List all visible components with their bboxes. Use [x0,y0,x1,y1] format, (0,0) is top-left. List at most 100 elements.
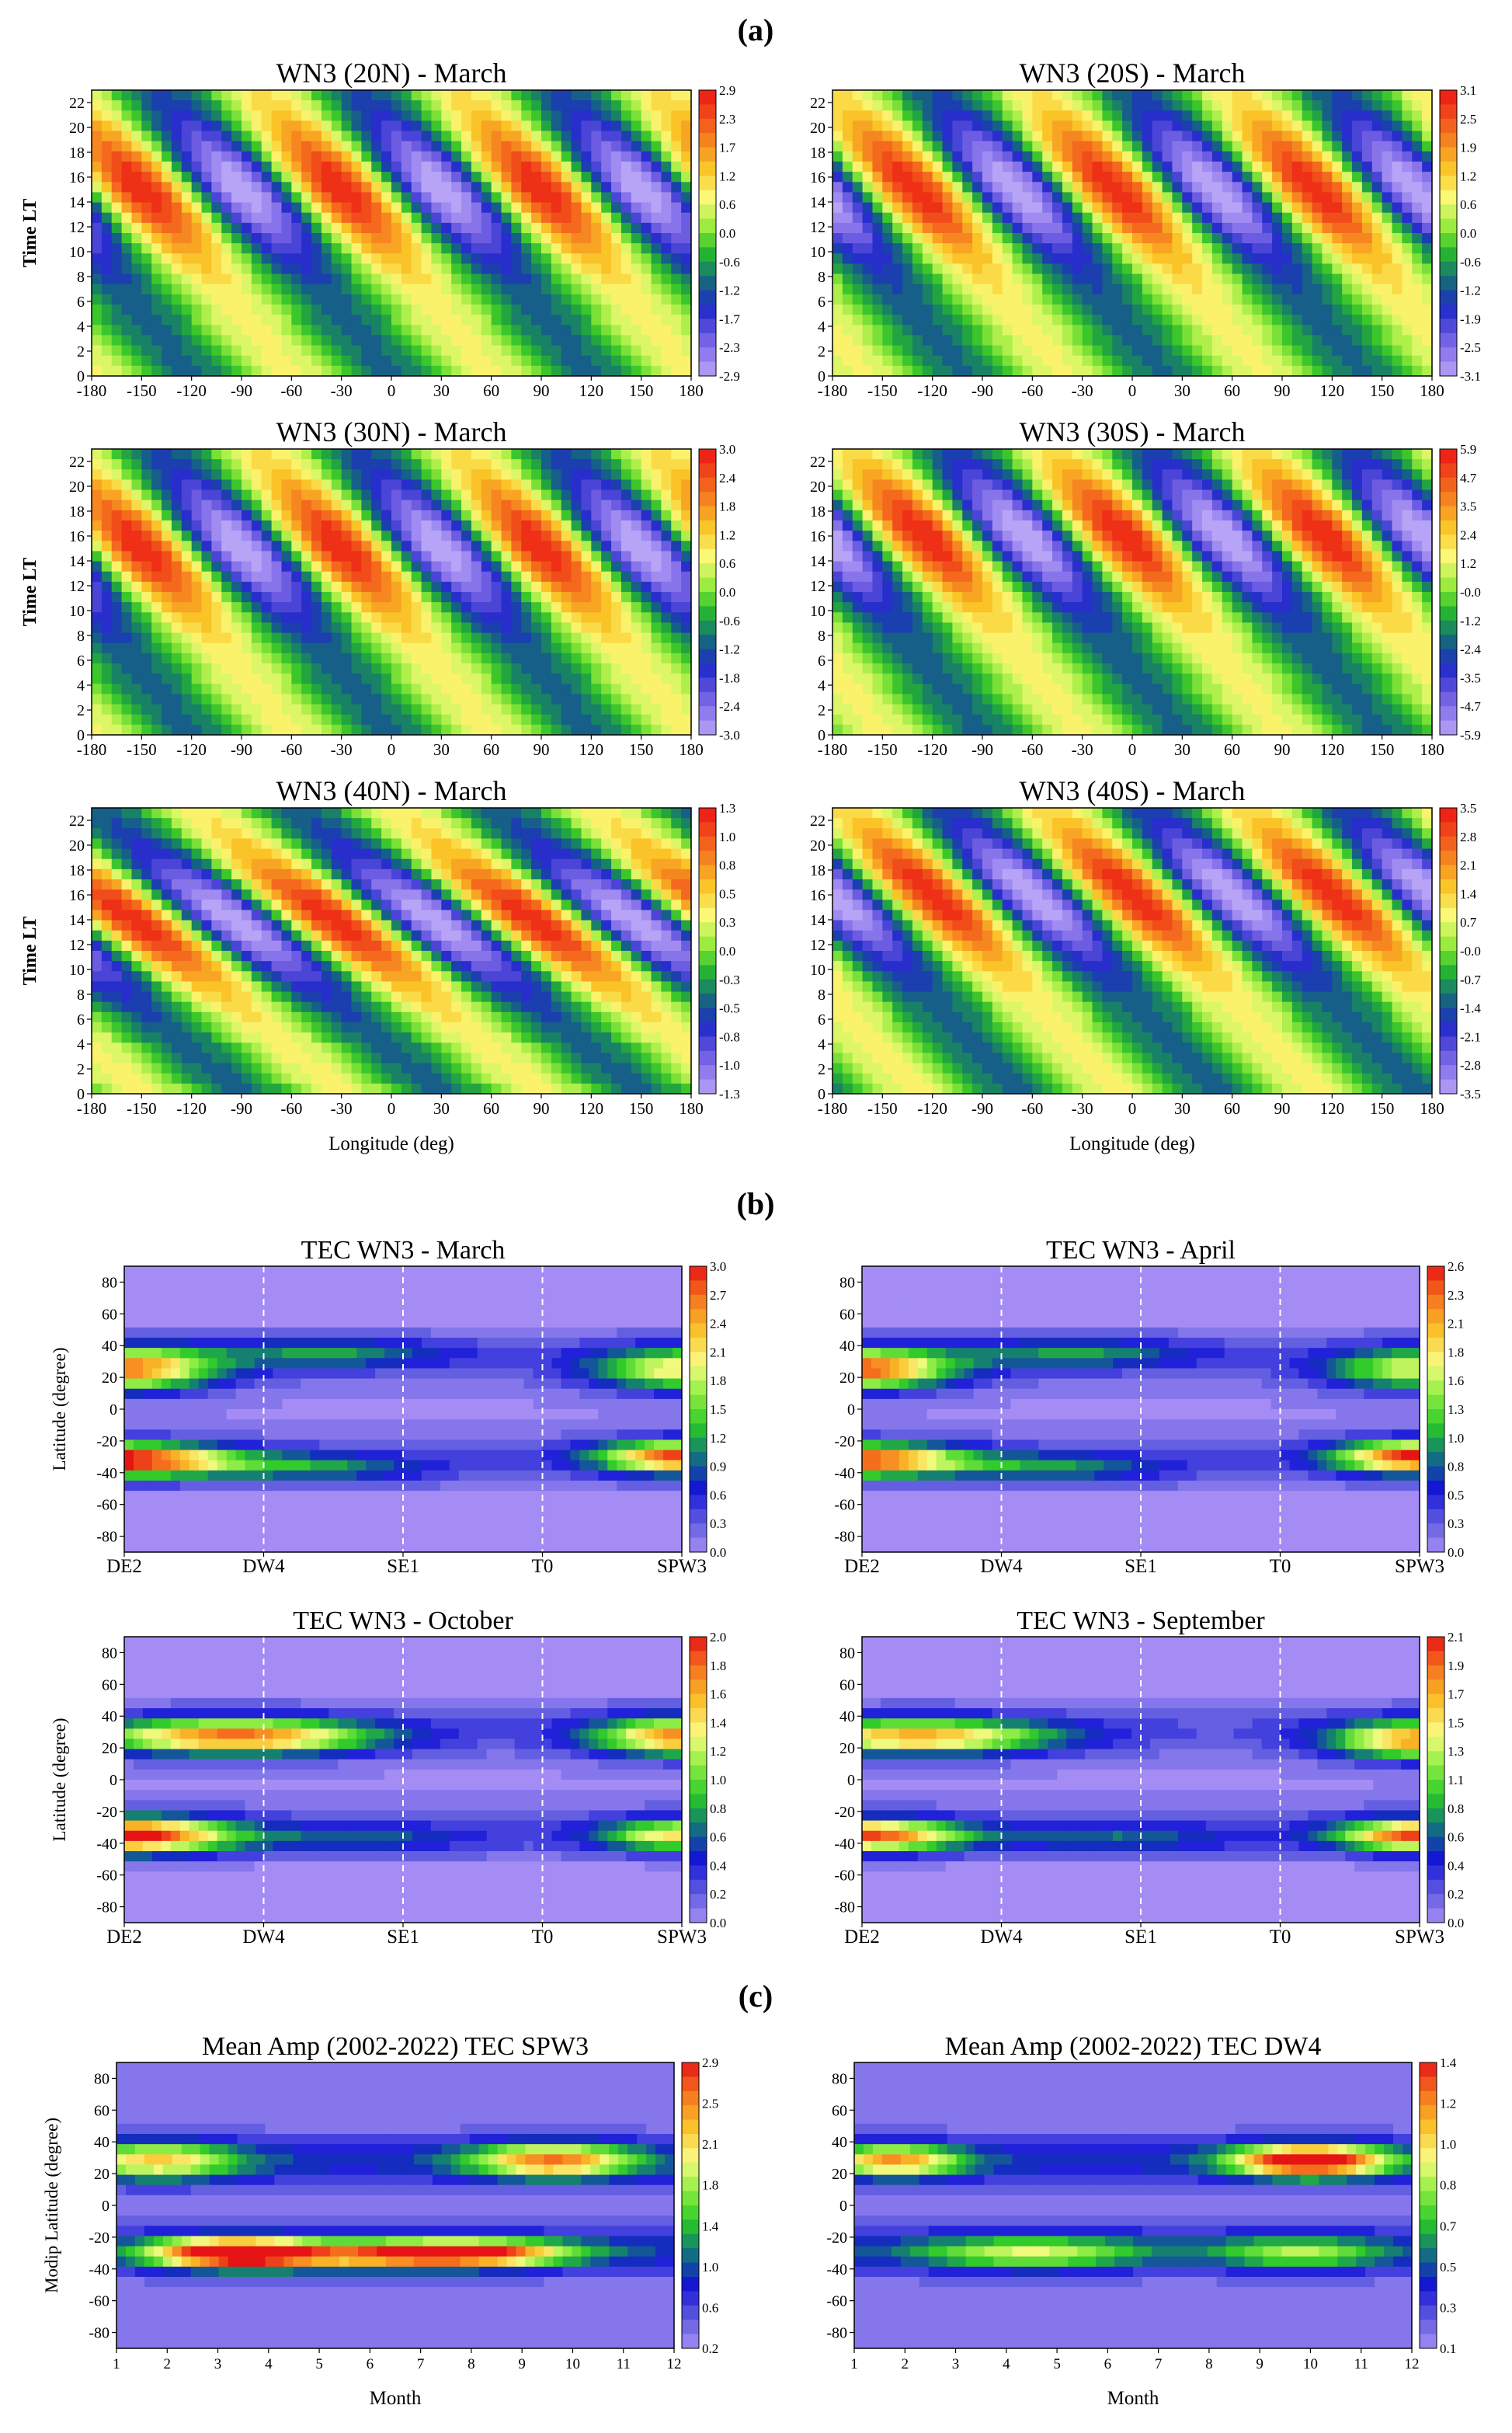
y-tick-label: 20 [94,2166,109,2183]
colorbar-label: 0.0 [1460,226,1476,241]
colorbar-label: 0.7 [1440,2219,1457,2233]
x-tick-label: SPW3 [1395,1556,1444,1577]
y-tick-label: 6 [818,1011,826,1029]
y-axis-label: Time LT [20,199,40,268]
x-tick-label: 2 [902,2356,909,2372]
colorbar-label: -1.7 [719,312,740,326]
x-tick-label: 150 [629,1099,654,1118]
y-tick-label: 16 [810,528,826,545]
y-tick-label: -60 [96,1867,117,1885]
y-tick-label: 40 [102,1708,117,1725]
y-tick-label: 14 [810,912,826,929]
colorbar-label: 1.0 [702,2260,718,2275]
y-tick-label: 20 [810,120,826,137]
y-tick-label: 0 [109,1401,117,1418]
x-tick-label: 120 [579,740,604,759]
y-tick-label: -20 [834,1804,855,1821]
chart-panel-a6: WN3 (40S) - March -180 -150 -120 -90 -60 -30 0 3… [810,775,1481,1154]
x-tick-label: T0 [532,1927,554,1947]
heatmap-field [832,449,1432,735]
y-tick-label: 60 [94,2102,109,2119]
x-tick-label: DE2 [106,1927,142,1947]
colorbar-label: 1.2 [719,169,735,183]
y-tick-label: -20 [96,1804,117,1821]
heatmap-field [854,2062,1412,2348]
colorbar-label: 0.1 [1440,2341,1456,2356]
x-tick-label: DE2 [106,1556,142,1577]
x-tick-label: 4 [1003,2356,1010,2372]
x-tick-label: 90 [534,1099,550,1118]
colorbar: 3.1 2.5 1.9 1.2 0.6 0.0 -0.6 -1.2 -1.9 -2.5 -3.1 [1439,83,1481,384]
chart-title: Mean Amp (2002-2022) TEC DW4 [945,2032,1322,2061]
colorbar-label: -2.5 [1460,340,1481,355]
x-tick-label: -150 [867,381,898,400]
y-tick-label: 80 [832,2070,847,2087]
x-tick-label: 180 [679,381,704,400]
x-tick-label: 30 [433,1099,450,1118]
x-tick-label: -150 [127,381,157,400]
x-tick-label: -90 [231,740,252,759]
x-tick-label: 120 [1320,381,1345,400]
colorbar-label: -2.4 [1460,642,1481,657]
y-tick-label: -80 [96,1899,117,1916]
x-axis-label: Month [1107,2388,1159,2409]
x-tick-label: 120 [1320,1099,1345,1118]
y-tick-label: 16 [69,528,85,545]
y-tick-label: -80 [89,2325,109,2342]
colorbar-label: -1.2 [1460,284,1481,298]
colorbar-label: 0.6 [1460,197,1476,212]
x-tick-label: -30 [1072,740,1093,759]
x-tick-label: 30 [1174,740,1190,759]
y-tick-label: 6 [818,653,826,670]
y-tick-label: 12 [810,578,826,595]
x-tick-label: -60 [1021,1099,1043,1118]
chart-title: TEC WN3 - October [293,1606,513,1635]
colorbar-label: -3.0 [719,728,740,743]
colorbar-label: 0.0 [719,944,735,959]
colorbar-label: 2.1 [1448,1317,1464,1331]
colorbar-label: 1.5 [1448,1715,1464,1730]
x-tick-label: 0 [388,381,396,400]
colorbar-label: 0.0 [719,226,735,241]
colorbar-label: 0.3 [1448,1516,1464,1531]
chart-title: WN3 (40N) - March [276,775,507,806]
y-tick-label: -60 [826,2293,847,2310]
x-tick-label: 60 [1224,740,1240,759]
colorbar-label: -0.6 [719,255,740,270]
colorbar-label: 1.0 [1440,2137,1456,2152]
x-tick-label: 8 [1205,2356,1213,2372]
colorbar-label: 1.4 [710,1715,727,1730]
y-tick-label: -40 [96,1836,117,1853]
y-axis-label: Latitude (degree) [50,1718,69,1842]
colorbar-label: 1.4 [1460,886,1477,901]
x-tick-label: 30 [433,740,450,759]
x-tick-label: DW4 [242,1556,285,1577]
y-tick-label: 12 [69,219,85,236]
y-tick-label: 60 [839,1676,855,1693]
chart-panel-a1: WN3 (20N) - March -180 -150 -120 -90 -60 -30 0 3… [20,57,740,400]
x-tick-label: SPW3 [657,1927,707,1947]
x-tick-label: 4 [265,2356,273,2372]
x-tick-label: DW4 [242,1927,285,1947]
x-tick-label: -120 [917,381,947,400]
y-tick-label: 20 [69,837,85,855]
x-tick-label: -180 [77,381,107,400]
heatmap-field [124,1637,682,1923]
colorbar-label: 3.5 [1460,499,1476,514]
y-tick-label: 40 [839,1338,855,1355]
y-tick-label: -20 [96,1433,117,1450]
y-tick-label: 22 [810,95,826,112]
x-tick-label: 0 [1128,1099,1137,1118]
y-tick-label: 10 [69,603,85,620]
y-tick-label: -40 [826,2261,847,2278]
x-tick-label: -90 [231,381,252,400]
y-tick-label: 14 [69,553,85,570]
colorbar-label: 2.5 [1460,112,1476,127]
heatmap-field [92,90,691,376]
y-tick-label: -60 [96,1497,117,1514]
y-tick-label: 60 [102,1676,117,1693]
x-tick-label: 6 [367,2356,374,2372]
colorbar-label: -2.3 [719,340,740,355]
y-tick-label: 16 [810,887,826,904]
x-tick-label: 60 [483,740,499,759]
